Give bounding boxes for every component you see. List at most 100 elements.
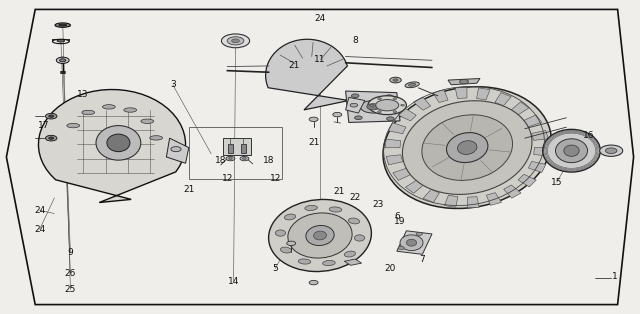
Text: 24: 24 xyxy=(34,206,45,215)
Text: 11: 11 xyxy=(314,55,326,64)
Text: 26: 26 xyxy=(65,269,76,278)
Circle shape xyxy=(45,135,57,141)
Ellipse shape xyxy=(102,105,115,109)
Text: 23: 23 xyxy=(372,200,383,208)
Text: 7: 7 xyxy=(420,255,425,263)
Circle shape xyxy=(240,156,249,161)
Circle shape xyxy=(393,79,398,81)
Ellipse shape xyxy=(600,145,623,156)
Text: 22: 22 xyxy=(349,193,361,202)
Ellipse shape xyxy=(543,129,600,172)
Polygon shape xyxy=(534,147,549,156)
Circle shape xyxy=(309,280,318,285)
Ellipse shape xyxy=(383,87,552,208)
Circle shape xyxy=(355,116,362,120)
Ellipse shape xyxy=(355,235,365,241)
Ellipse shape xyxy=(280,247,292,253)
Circle shape xyxy=(393,111,397,113)
Ellipse shape xyxy=(605,148,617,154)
Ellipse shape xyxy=(400,235,423,251)
Polygon shape xyxy=(524,115,541,127)
Circle shape xyxy=(45,113,57,119)
Text: 14: 14 xyxy=(228,277,239,285)
Circle shape xyxy=(226,156,235,161)
Polygon shape xyxy=(486,193,502,205)
Polygon shape xyxy=(504,185,521,198)
Polygon shape xyxy=(166,138,189,163)
Ellipse shape xyxy=(227,37,244,45)
Bar xyxy=(223,138,251,155)
Ellipse shape xyxy=(323,260,335,266)
Ellipse shape xyxy=(288,213,352,258)
Circle shape xyxy=(243,158,246,160)
Ellipse shape xyxy=(298,259,311,264)
Polygon shape xyxy=(397,231,432,254)
Circle shape xyxy=(401,104,404,106)
Text: 6: 6 xyxy=(394,212,399,221)
Polygon shape xyxy=(455,87,467,99)
Bar xyxy=(228,144,233,153)
Text: 18: 18 xyxy=(215,156,227,165)
Circle shape xyxy=(378,111,381,113)
Polygon shape xyxy=(38,89,186,203)
Bar xyxy=(189,127,282,179)
Text: 9: 9 xyxy=(68,248,73,257)
Text: 12: 12 xyxy=(221,175,233,183)
Ellipse shape xyxy=(269,199,371,272)
Circle shape xyxy=(49,137,54,139)
Ellipse shape xyxy=(306,225,334,246)
Text: 21: 21 xyxy=(333,187,345,196)
Ellipse shape xyxy=(564,145,579,156)
Ellipse shape xyxy=(368,96,406,115)
Circle shape xyxy=(360,100,386,113)
Ellipse shape xyxy=(422,115,513,180)
Text: 15: 15 xyxy=(551,178,563,187)
Text: 17: 17 xyxy=(38,121,49,130)
Text: 5: 5 xyxy=(273,264,278,273)
Polygon shape xyxy=(388,123,406,134)
Ellipse shape xyxy=(408,83,416,86)
Polygon shape xyxy=(346,91,400,122)
Ellipse shape xyxy=(348,218,360,224)
Text: 20: 20 xyxy=(385,264,396,273)
Ellipse shape xyxy=(82,110,95,115)
Ellipse shape xyxy=(57,40,65,42)
Circle shape xyxy=(387,117,394,121)
Text: 12: 12 xyxy=(269,175,281,183)
Polygon shape xyxy=(266,39,349,110)
Circle shape xyxy=(385,95,393,99)
Text: 1: 1 xyxy=(612,272,617,281)
Text: 24: 24 xyxy=(34,225,45,234)
Circle shape xyxy=(351,94,359,98)
Ellipse shape xyxy=(305,205,317,211)
Ellipse shape xyxy=(329,207,342,212)
Ellipse shape xyxy=(221,34,250,48)
Polygon shape xyxy=(393,168,411,180)
Ellipse shape xyxy=(556,139,588,163)
Text: 24: 24 xyxy=(314,14,326,23)
Polygon shape xyxy=(444,195,458,207)
Circle shape xyxy=(370,104,374,106)
Polygon shape xyxy=(511,102,529,115)
Ellipse shape xyxy=(314,231,326,240)
Circle shape xyxy=(171,147,181,152)
Ellipse shape xyxy=(403,101,532,194)
Polygon shape xyxy=(344,259,362,265)
Ellipse shape xyxy=(405,82,419,88)
Text: 21: 21 xyxy=(289,62,300,70)
Ellipse shape xyxy=(55,23,70,27)
Ellipse shape xyxy=(67,123,79,128)
Polygon shape xyxy=(346,97,365,113)
Ellipse shape xyxy=(406,239,417,246)
Ellipse shape xyxy=(96,126,141,160)
Ellipse shape xyxy=(275,230,285,236)
Ellipse shape xyxy=(344,251,356,257)
Polygon shape xyxy=(398,108,416,121)
Polygon shape xyxy=(385,139,401,148)
Circle shape xyxy=(49,115,54,117)
Polygon shape xyxy=(477,88,490,100)
Polygon shape xyxy=(448,78,480,85)
Circle shape xyxy=(333,112,342,117)
Text: 21: 21 xyxy=(183,186,195,194)
Text: 16: 16 xyxy=(583,131,595,139)
